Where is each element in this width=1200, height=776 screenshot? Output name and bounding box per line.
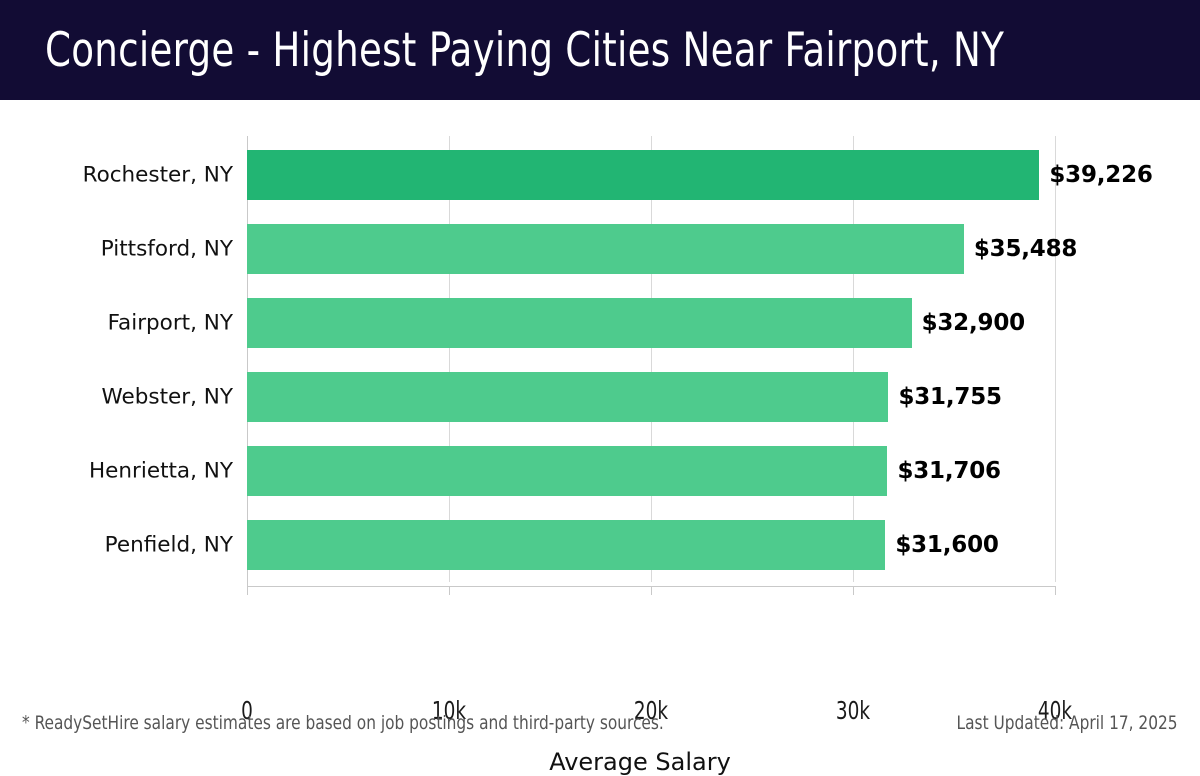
bar-category-label: Henrietta, NY (89, 458, 233, 484)
bar-row: Rochester, NY $39,226 (0, 150, 1200, 200)
x-axis-title-label: Average Salary (549, 748, 731, 776)
bar-row: Fairport, NY $32,900 (0, 298, 1200, 348)
gridline (651, 136, 652, 582)
bar-value-label: $39,226 (1049, 162, 1153, 188)
bar[interactable] (247, 520, 886, 570)
page-title: Concierge - Highest Paying Cities Near F… (45, 22, 1005, 78)
x-axis-tick-label: 40k (1037, 696, 1073, 725)
bar-value-label: $35,488 (973, 236, 1078, 262)
bar-value-label: $32,900 (921, 310, 1026, 336)
gridline (853, 136, 854, 582)
bar[interactable] (247, 446, 888, 496)
footer-last-updated: Last Updated: April 17, 2025 (956, 712, 1178, 734)
footer-disclaimer: * ReadySetHire salary estimates are base… (22, 712, 664, 734)
bar-value-label: $31,706 (897, 458, 1001, 484)
bar[interactable] (247, 298, 912, 348)
x-axis-tick (449, 586, 450, 595)
x-axis-tick (853, 586, 854, 595)
y-axis-line (247, 136, 248, 586)
bar[interactable] (247, 150, 1040, 200)
bar-row: Webster, NY $31,755 (0, 372, 1200, 422)
bar-category-label: Webster, NY (101, 384, 233, 410)
bar-row: Penfield, NY $31,600 (0, 520, 1200, 570)
x-axis-tick-label: 30k (835, 696, 871, 725)
bar-row: Henrietta, NY $31,706 (0, 446, 1200, 496)
x-axis-tick (1055, 586, 1056, 595)
x-axis-tick (651, 586, 652, 595)
x-axis-tick-label: 0 (241, 696, 253, 725)
bar-category-label: Penfield, NY (104, 532, 233, 558)
bar-value-label: $31,755 (898, 384, 1002, 410)
x-axis-tick-label: 20k (633, 696, 669, 725)
bar-category-label: Fairport, NY (107, 310, 233, 336)
bar-category-label: Rochester, NY (82, 162, 233, 188)
bar[interactable] (247, 372, 889, 422)
x-axis-tick (247, 586, 248, 595)
bar[interactable] (247, 224, 964, 274)
gridline (1055, 136, 1056, 582)
x-axis-title: Average Salary (0, 748, 1200, 776)
bar-row: Pittsford, NY $35,488 (0, 224, 1200, 274)
x-axis-tick-label: 10k (431, 696, 467, 725)
bar-category-label: Pittsford, NY (100, 236, 233, 262)
gridline (449, 136, 450, 582)
chart-canvas: Rochester, NY $39,226 Pittsford, NY $35,488… (0, 100, 1200, 776)
header-bar: Concierge - Highest Paying Cities Near F… (0, 0, 1200, 100)
bar-value-label: $31,600 (895, 532, 999, 558)
footer: * ReadySetHire salary estimates are base… (0, 712, 1200, 752)
